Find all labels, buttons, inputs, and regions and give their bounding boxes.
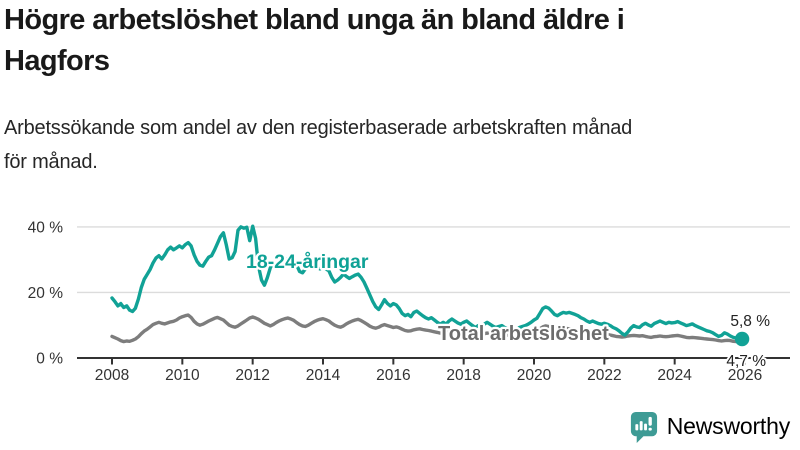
chart-canvas: 2008 2010 2012 2014 2016 2018 2020 2022 2024 2026…	[28, 219, 790, 384]
series-end-dot	[734, 331, 750, 347]
subtitle-line-2: för månad.	[4, 151, 98, 173]
x-tick-label: 2018	[446, 367, 480, 384]
series-label-young: 18-24-åringar	[246, 250, 369, 273]
x-tick-label: 2026	[728, 367, 762, 384]
page-title: Högre arbetslöshet bland unga än bland ä…	[4, 0, 796, 82]
brand-link[interactable]: Newsworthy	[628, 410, 790, 443]
chart-subtitle: Arbetssökande som andel av den registerb…	[4, 111, 796, 179]
subtitle-line-1: Arbetssökande som andel av den registerb…	[4, 117, 633, 139]
end-value-label-young: 5,8 %	[730, 313, 770, 330]
brand-name: Newsworthy	[666, 413, 790, 439]
x-tick-label: 2012	[235, 367, 269, 384]
x-tick-label: 2014	[306, 367, 341, 384]
title-line-1: Högre arbetslöshet bland unga än bland ä…	[4, 4, 625, 36]
x-tick-label: 2008	[95, 367, 129, 384]
y-tick-label: 20 %	[28, 285, 64, 302]
title-line-2: Hagfors	[4, 45, 110, 77]
x-tick-label: 2010	[165, 367, 200, 384]
x-tick-label: 2022	[587, 367, 621, 384]
x-tick-label: 2024	[657, 367, 692, 384]
series-line	[110, 313, 744, 345]
chart-generated-layer: 2008 2010 2012 2014 2016 2018 2020 2022 2024 2026…	[28, 219, 790, 384]
series-line	[110, 224, 744, 341]
series-label-total: Total arbetslöshet	[438, 323, 609, 345]
x-tick-label: 2020	[517, 367, 552, 384]
line-chart: 2008 2010 2012 2014 2016 2018 2020 2022 2024 2026…	[0, 200, 800, 398]
end-value-label-total: 4,7 %	[726, 353, 766, 370]
y-tick-label: 40 %	[28, 219, 64, 236]
y-tick-label: 0 %	[36, 351, 63, 368]
x-tick-label: 2016	[376, 367, 410, 384]
newsworthy-logo-icon	[630, 411, 657, 443]
